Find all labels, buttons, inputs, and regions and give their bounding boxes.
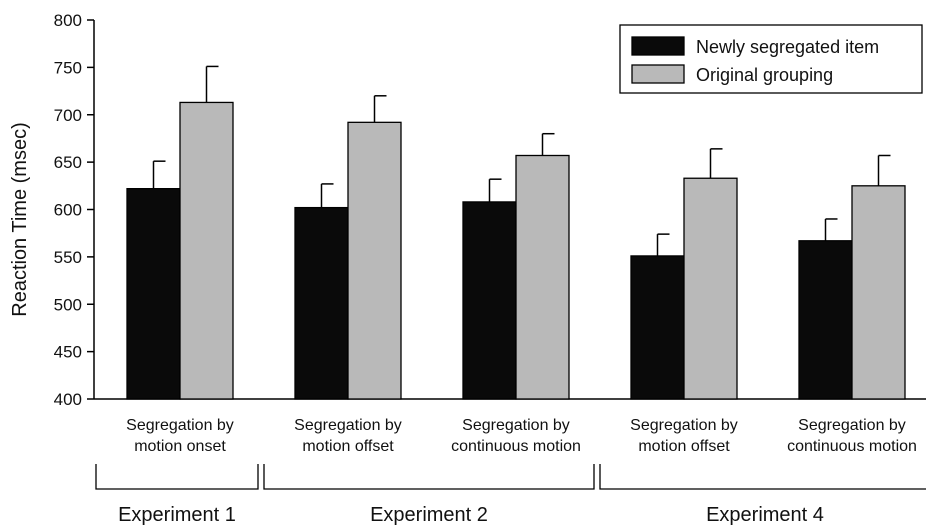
- category-label: Segregation by: [462, 417, 570, 434]
- y-tick-label: 400: [54, 390, 82, 409]
- category-label: Segregation by: [798, 417, 906, 434]
- category-label: Segregation by: [126, 417, 234, 434]
- category-label: motion onset: [134, 438, 226, 455]
- bar-original-grouping: [851, 185, 906, 400]
- y-tick-label: 600: [54, 201, 82, 220]
- group-bracket: [599, 464, 926, 490]
- y-tick-label: 500: [54, 295, 82, 314]
- bar-newly-segregated: [462, 201, 517, 400]
- y-tick-label: 650: [54, 153, 82, 172]
- bar-newly-segregated: [798, 240, 853, 400]
- bar-newly-segregated: [630, 255, 685, 400]
- y-tick-label: 450: [54, 343, 82, 362]
- y-tick-label: 800: [54, 11, 82, 30]
- legend-label: Newly segregated item: [696, 37, 879, 57]
- category-label: continuous motion: [787, 438, 917, 455]
- y-tick-label: 550: [54, 248, 82, 267]
- category-label: motion offset: [302, 438, 394, 455]
- legend-swatch: [631, 36, 685, 56]
- category-label: Segregation by: [630, 417, 738, 434]
- category-label: continuous motion: [451, 438, 581, 455]
- bar-original-grouping: [515, 154, 570, 400]
- bar-original-grouping: [347, 121, 402, 400]
- y-axis-title: Reaction Time (msec): [9, 122, 31, 317]
- legend-swatch: [631, 64, 685, 84]
- category-label: motion offset: [638, 438, 730, 455]
- group-bracket: [95, 464, 259, 490]
- group-bracket: [263, 464, 595, 490]
- y-tick-label: 750: [54, 58, 82, 77]
- bar-newly-segregated: [294, 206, 349, 400]
- y-tick-label: 700: [54, 106, 82, 125]
- legend-label: Original grouping: [696, 65, 833, 85]
- group-label: Experiment 2: [370, 504, 488, 526]
- category-label: Segregation by: [294, 417, 402, 434]
- bar-original-grouping: [683, 177, 738, 400]
- bar-newly-segregated: [126, 188, 181, 400]
- bar-original-grouping: [179, 101, 234, 400]
- group-label: Experiment 4: [706, 504, 824, 526]
- group-label: Experiment 1: [118, 504, 236, 526]
